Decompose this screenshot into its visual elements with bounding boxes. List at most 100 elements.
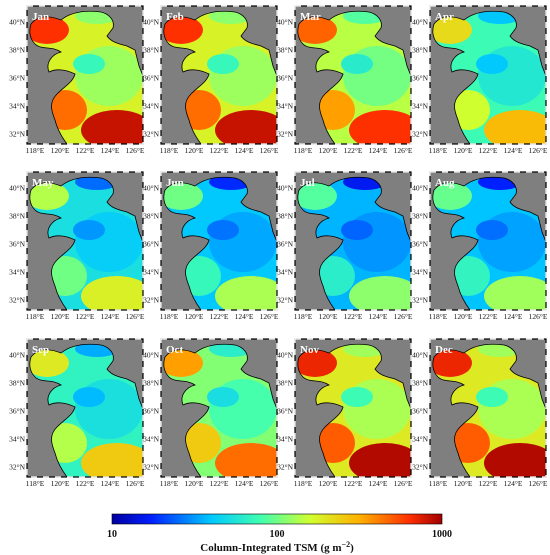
lat-tick-label: 40°N: [412, 351, 428, 360]
lat-tick-label: 36°N: [143, 74, 159, 83]
lon-tick-label: 124°E: [369, 479, 388, 488]
lon-tick-label: 122°E: [76, 146, 95, 155]
lat-tick-label: 34°N: [277, 102, 293, 111]
lat-tick-label: 38°N: [412, 46, 428, 55]
colorbar-title: Column-Integrated TSM (g m−2): [200, 540, 354, 554]
lon-tick-label: 124°E: [504, 146, 523, 155]
lon-tick-label: 126°E: [260, 146, 279, 155]
lon-tick-label: 122°E: [479, 479, 498, 488]
lat-tick-label: 36°N: [277, 74, 293, 83]
month-label: Jul: [300, 177, 315, 189]
lon-tick-label: 120°E: [185, 479, 204, 488]
lat-tick-label: 38°N: [9, 46, 25, 55]
lat-tick-label: 38°N: [143, 46, 159, 55]
lat-tick-label: 34°N: [412, 102, 428, 111]
lon-tick-label: 124°E: [504, 479, 523, 488]
lat-tick-label: 34°N: [277, 268, 293, 277]
lat-tick-label: 36°N: [143, 240, 159, 249]
lat-tick-label: 36°N: [412, 407, 428, 416]
lon-tick-label: 120°E: [319, 479, 338, 488]
lon-tick-label: 124°E: [101, 312, 120, 321]
lon-tick-label: 120°E: [185, 312, 204, 321]
lon-tick-label: 126°E: [260, 312, 279, 321]
coastline: [297, 343, 412, 478]
lat-tick-label: 40°N: [9, 184, 25, 193]
lon-tick-label: 126°E: [260, 479, 279, 488]
lat-tick-label: 34°N: [143, 268, 159, 277]
lat-tick-label: 38°N: [9, 212, 25, 221]
lon-tick-label: 122°E: [344, 146, 363, 155]
lon-tick-label: 124°E: [369, 146, 388, 155]
lon-tick-label: 122°E: [210, 146, 229, 155]
month-label: Dec: [435, 344, 453, 356]
lat-tick-label: 36°N: [9, 240, 25, 249]
lon-tick-label: 120°E: [454, 479, 473, 488]
lon-tick-label: 118°E: [160, 312, 179, 321]
coastline: [297, 176, 412, 311]
lon-tick-label: 120°E: [51, 479, 70, 488]
lat-tick-label: 40°N: [277, 18, 293, 27]
coastline: [29, 176, 144, 311]
lat-tick-label: 32°N: [412, 296, 428, 305]
coastline: [432, 10, 547, 145]
lon-tick-label: 124°E: [504, 312, 523, 321]
colorbar-min-label: 10: [107, 529, 117, 540]
lon-tick-label: 120°E: [454, 312, 473, 321]
lon-tick-label: 124°E: [235, 146, 254, 155]
lat-tick-label: 32°N: [277, 130, 293, 139]
lat-tick-label: 34°N: [9, 102, 25, 111]
lon-tick-label: 126°E: [529, 312, 548, 321]
lat-tick-label: 36°N: [277, 240, 293, 249]
month-label: Mar: [300, 11, 321, 23]
colorbar-mid-label: 100: [270, 529, 285, 540]
lon-tick-label: 126°E: [394, 146, 413, 155]
month-label: Apr: [435, 11, 454, 23]
lon-tick-label: 122°E: [479, 146, 498, 155]
lat-tick-label: 40°N: [9, 351, 25, 360]
month-label: Nov: [300, 344, 319, 356]
lat-tick-label: 34°N: [412, 435, 428, 444]
lon-tick-label: 122°E: [210, 312, 229, 321]
lat-tick-label: 34°N: [9, 268, 25, 277]
coastline: [432, 343, 547, 478]
coastline: [29, 343, 144, 478]
month-label: Oct: [166, 344, 183, 356]
lat-tick-label: 34°N: [412, 268, 428, 277]
lon-tick-label: 120°E: [319, 146, 338, 155]
lon-tick-label: 120°E: [454, 146, 473, 155]
lon-tick-label: 124°E: [101, 479, 120, 488]
lat-tick-label: 32°N: [277, 463, 293, 472]
lat-tick-label: 32°N: [9, 296, 25, 305]
lat-tick-label: 38°N: [412, 379, 428, 388]
lon-tick-label: 122°E: [479, 312, 498, 321]
lat-tick-label: 32°N: [143, 463, 159, 472]
lon-tick-label: 126°E: [394, 312, 413, 321]
lon-tick-label: 122°E: [76, 479, 95, 488]
lat-tick-label: 32°N: [412, 130, 428, 139]
lat-tick-label: 40°N: [9, 18, 25, 27]
month-label: Feb: [166, 11, 184, 23]
lon-tick-label: 122°E: [210, 479, 229, 488]
month-label: Jan: [32, 11, 49, 23]
lon-tick-label: 118°E: [294, 312, 313, 321]
lon-tick-label: 126°E: [394, 479, 413, 488]
lon-tick-label: 118°E: [26, 146, 45, 155]
lat-tick-label: 36°N: [9, 407, 25, 416]
lon-tick-label: 118°E: [160, 146, 179, 155]
lat-tick-label: 34°N: [277, 435, 293, 444]
lat-tick-label: 32°N: [412, 463, 428, 472]
lon-tick-label: 118°E: [429, 312, 448, 321]
lat-tick-label: 34°N: [143, 435, 159, 444]
month-label: Aug: [435, 177, 455, 189]
lon-tick-label: 118°E: [294, 146, 313, 155]
coastline: [163, 343, 278, 478]
